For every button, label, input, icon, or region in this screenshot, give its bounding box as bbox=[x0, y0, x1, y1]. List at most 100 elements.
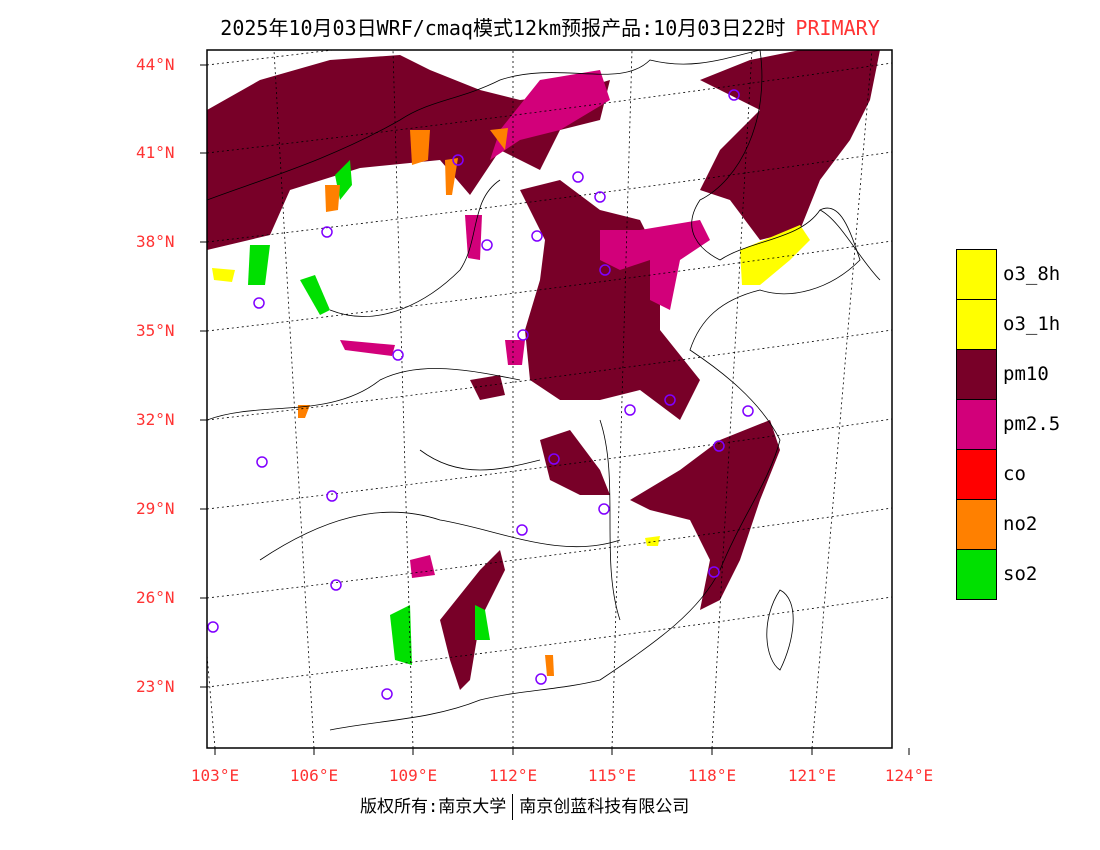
lat-label: 32°N bbox=[136, 410, 175, 429]
lat-label: 26°N bbox=[136, 588, 175, 607]
lon-label: 121°E bbox=[787, 766, 837, 785]
longitude-gridline bbox=[611, 50, 633, 748]
longitude-gridline bbox=[392, 50, 414, 748]
so2-area-4 bbox=[390, 605, 412, 665]
station-marker bbox=[330, 579, 342, 591]
station-marker bbox=[598, 503, 610, 515]
station-marker bbox=[517, 329, 529, 341]
so2-area-3 bbox=[300, 275, 330, 315]
legend-item: o3_1h bbox=[956, 299, 1060, 349]
pm25-area-shaanxi bbox=[340, 340, 395, 356]
legend-swatch bbox=[956, 499, 997, 549]
pm10-area-north bbox=[207, 55, 610, 250]
no2-area-4 bbox=[445, 158, 458, 195]
station-marker bbox=[256, 456, 268, 468]
latitude-gridline bbox=[207, 507, 892, 599]
so2-area-2 bbox=[248, 245, 270, 285]
station-marker bbox=[531, 230, 543, 242]
o3-area-west bbox=[212, 268, 235, 282]
station-marker bbox=[481, 239, 493, 251]
title-text: 2025年10月03日WRF/cmaq模式12km预报产品:10月03日22时 bbox=[220, 16, 786, 40]
legend-item: so2 bbox=[956, 548, 1060, 600]
station-marker bbox=[452, 154, 464, 166]
map-frame bbox=[206, 49, 893, 749]
legend-label: no2 bbox=[1003, 513, 1038, 535]
longitude-gridline bbox=[811, 50, 873, 748]
legend-swatch bbox=[956, 249, 997, 299]
station-marker bbox=[708, 566, 720, 578]
no2-area-5 bbox=[545, 655, 554, 676]
lon-label: 106°E bbox=[289, 766, 339, 785]
footer-divider bbox=[512, 794, 514, 820]
pm25-area-shanxi bbox=[465, 215, 482, 260]
legend-item: no2 bbox=[956, 499, 1060, 549]
lat-label: 38°N bbox=[136, 232, 175, 251]
pm25-area-north bbox=[490, 70, 610, 160]
station-marker bbox=[535, 673, 547, 685]
lat-label: 29°N bbox=[136, 499, 175, 518]
station-marker bbox=[207, 621, 219, 633]
pm10-area-anhui bbox=[470, 375, 505, 400]
station-marker bbox=[624, 404, 636, 416]
legend: o3_8h o3_1h pm10 pm2.5 co no2 so2 bbox=[956, 249, 1061, 600]
legend-swatch bbox=[956, 299, 997, 349]
latitude-gridline bbox=[207, 151, 892, 243]
pm10-area-guangxi bbox=[440, 550, 505, 690]
pm25-area-guizhou bbox=[410, 555, 435, 578]
station-marker bbox=[326, 490, 338, 502]
longitude-gridline bbox=[273, 50, 315, 748]
o3-area-shandong bbox=[740, 225, 810, 285]
copyright-footer: 版权所有:南京大学 南京创蓝科技有限公司 bbox=[360, 792, 689, 820]
legend-item: co bbox=[956, 449, 1060, 499]
station-marker bbox=[392, 349, 404, 361]
lon-label: 112°E bbox=[488, 766, 538, 785]
station-marker bbox=[713, 440, 725, 452]
lon-label: 118°E bbox=[687, 766, 737, 785]
legend-label: so2 bbox=[1003, 563, 1038, 585]
longitude-gridline bbox=[711, 50, 753, 748]
pm10-area-central bbox=[520, 180, 700, 420]
legend-item: o3_8h bbox=[956, 249, 1060, 299]
station-marker bbox=[253, 297, 265, 309]
pm10-area-hunan bbox=[540, 430, 610, 495]
map-title: 2025年10月03日WRF/cmaq模式12km预报产品:10月03日22时 P… bbox=[0, 12, 1100, 41]
latitude-gridline bbox=[207, 240, 892, 332]
station-marker bbox=[321, 226, 333, 238]
no2-area-2 bbox=[325, 185, 340, 212]
pm25-area-henan bbox=[505, 340, 525, 365]
legend-swatch bbox=[956, 449, 997, 499]
legend-label: pm2.5 bbox=[1003, 413, 1061, 435]
lat-label: 35°N bbox=[136, 321, 175, 340]
legend-label: o3_1h bbox=[1003, 313, 1061, 335]
station-marker bbox=[572, 171, 584, 183]
station-marker bbox=[594, 191, 606, 203]
lon-label: 124°E bbox=[884, 766, 934, 785]
legend-swatch bbox=[956, 548, 997, 600]
lon-label: 115°E bbox=[587, 766, 637, 785]
lat-label: 41°N bbox=[136, 143, 175, 162]
station-marker bbox=[516, 524, 528, 536]
legend-label: pm10 bbox=[1003, 363, 1049, 385]
latitude-gridline bbox=[207, 62, 892, 154]
lat-label: 44°N bbox=[136, 55, 175, 74]
legend-label: o3_8h bbox=[1003, 263, 1061, 285]
lat-label: 23°N bbox=[136, 677, 175, 696]
lon-label: 109°E bbox=[388, 766, 438, 785]
copyright-owner: 版权所有:南京大学 bbox=[360, 797, 507, 817]
legend-swatch bbox=[956, 399, 997, 449]
station-marker bbox=[381, 688, 393, 700]
station-marker bbox=[548, 453, 560, 465]
so2-area-5 bbox=[475, 605, 490, 640]
lon-label: 103°E bbox=[190, 766, 240, 785]
boundaries bbox=[207, 50, 881, 731]
pm25-area-huabei bbox=[600, 220, 710, 310]
no2-area-3 bbox=[490, 128, 508, 150]
legend-item: pm10 bbox=[956, 349, 1060, 399]
station-marker bbox=[664, 394, 676, 406]
latitude-gridline bbox=[207, 596, 892, 688]
station-marker bbox=[599, 264, 611, 276]
station-marker bbox=[728, 89, 740, 101]
legend-swatch bbox=[956, 349, 997, 399]
title-mode: PRIMARY bbox=[795, 16, 880, 40]
